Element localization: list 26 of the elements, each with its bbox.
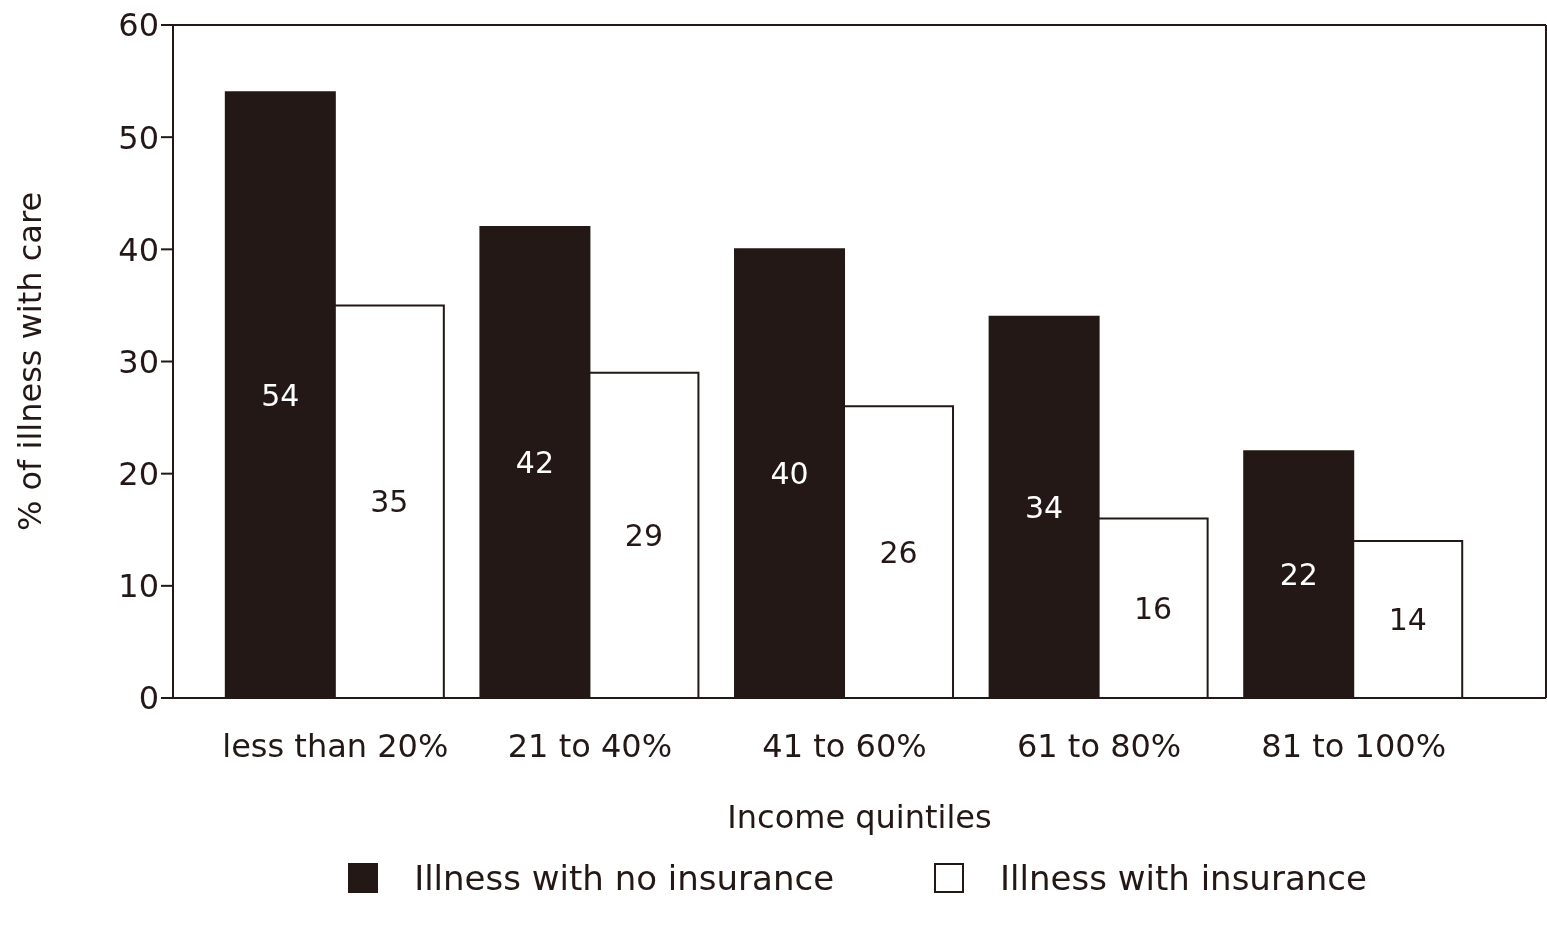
legend-label: Illness with insurance (1000, 858, 1367, 898)
data-label: 35 (370, 484, 409, 520)
x-tick-label: 21 to 40% (507, 726, 673, 765)
y-tick-label: 60 (118, 6, 159, 45)
legend-label: Illness with no insurance (414, 858, 835, 898)
y-tick-label: 30 (118, 342, 159, 381)
x-tick-label: 41 to 60% (762, 726, 927, 765)
data-label: 40 (770, 456, 809, 492)
data-label: 34 (1025, 489, 1064, 525)
y-tick-label: 40 (118, 230, 159, 269)
x-axis-title: Income quintiles (727, 798, 992, 836)
data-label: 22 (1279, 557, 1318, 593)
y-tick-label: 20 (118, 455, 159, 494)
x-tick-label: 81 to 100% (1261, 726, 1447, 765)
data-label: 42 (515, 445, 555, 481)
y-tick-label: 50 (118, 118, 159, 157)
data-label: 54 (261, 377, 300, 413)
x-tick-label: less than 20% (222, 726, 449, 765)
data-label: 29 (624, 518, 664, 554)
x-tick-label: 61 to 80% (1016, 726, 1182, 765)
data-label: 14 (1388, 602, 1427, 638)
data-label: 26 (879, 534, 918, 570)
data-label: 16 (1134, 590, 1173, 626)
y-tick-label: 0 (138, 679, 159, 718)
y-tick-label: 10 (118, 567, 159, 606)
y-axis-title: % of illness with care (11, 191, 50, 532)
